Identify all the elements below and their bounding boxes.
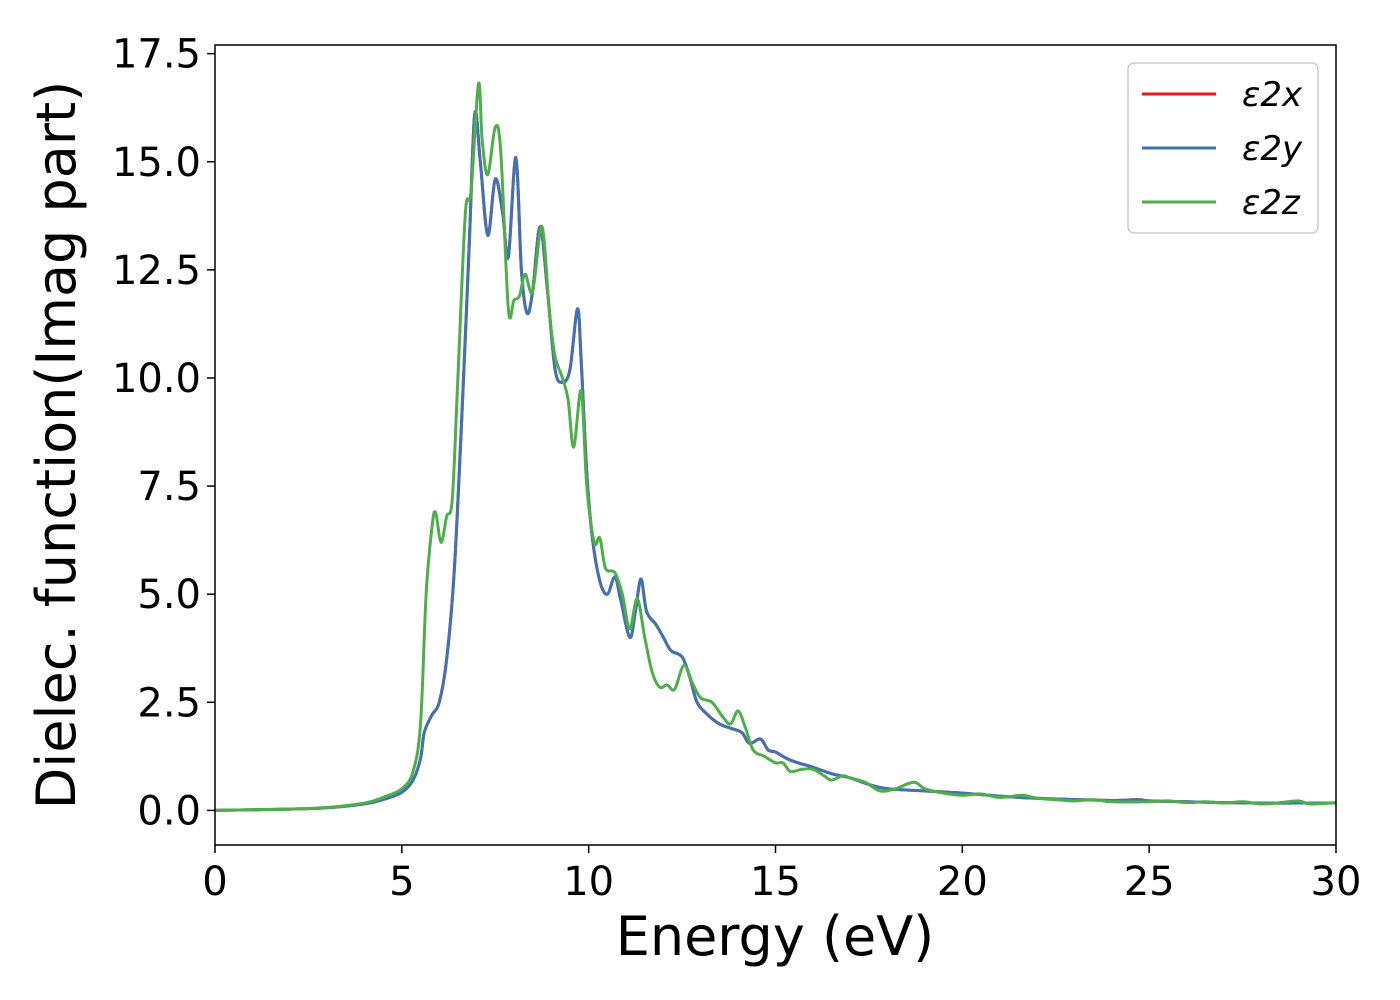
legend-box [1127,62,1319,234]
x-tick-label: 10 [563,859,614,905]
x-axis-label: Energy (eV) [616,905,935,968]
legend: ε2x ε2y ε2z [1127,62,1319,234]
y-tick-label: 15.0 [112,140,201,186]
y-tick-label: 5.0 [137,572,201,618]
x-tick-label: 0 [202,859,227,905]
x-tick-label: 15 [750,859,801,905]
x-tick-label: 30 [1311,859,1362,905]
series-line-3 [214,81,1337,812]
y-tick-label: 10.0 [112,356,201,402]
x-tick-label: 5 [389,859,414,905]
y-tick-label: 12.5 [112,248,201,294]
y-tick-label: 0.0 [137,788,201,834]
x-tick-label: 25 [1124,859,1175,905]
y-tick-label: 17.5 [112,32,201,78]
y-axis-ticks: 0.0 2.5 5.0 7.5 10.0 12.5 15.0 17.5 [112,32,215,834]
legend-label-1: ε2x [1242,75,1303,115]
series-lines [214,81,1337,812]
legend-label-3: ε2z [1242,183,1301,223]
y-tick-label: 2.5 [137,680,201,726]
y-tick-label: 7.5 [137,464,201,510]
legend-label-2: ε2y [1242,129,1303,169]
x-tick-label: 20 [937,859,988,905]
x-axis-ticks: 0 5 10 15 20 25 30 [202,845,1361,905]
series-line-2 [214,109,1336,812]
y-axis-label: Dielec. function(Imag part) [25,81,88,810]
